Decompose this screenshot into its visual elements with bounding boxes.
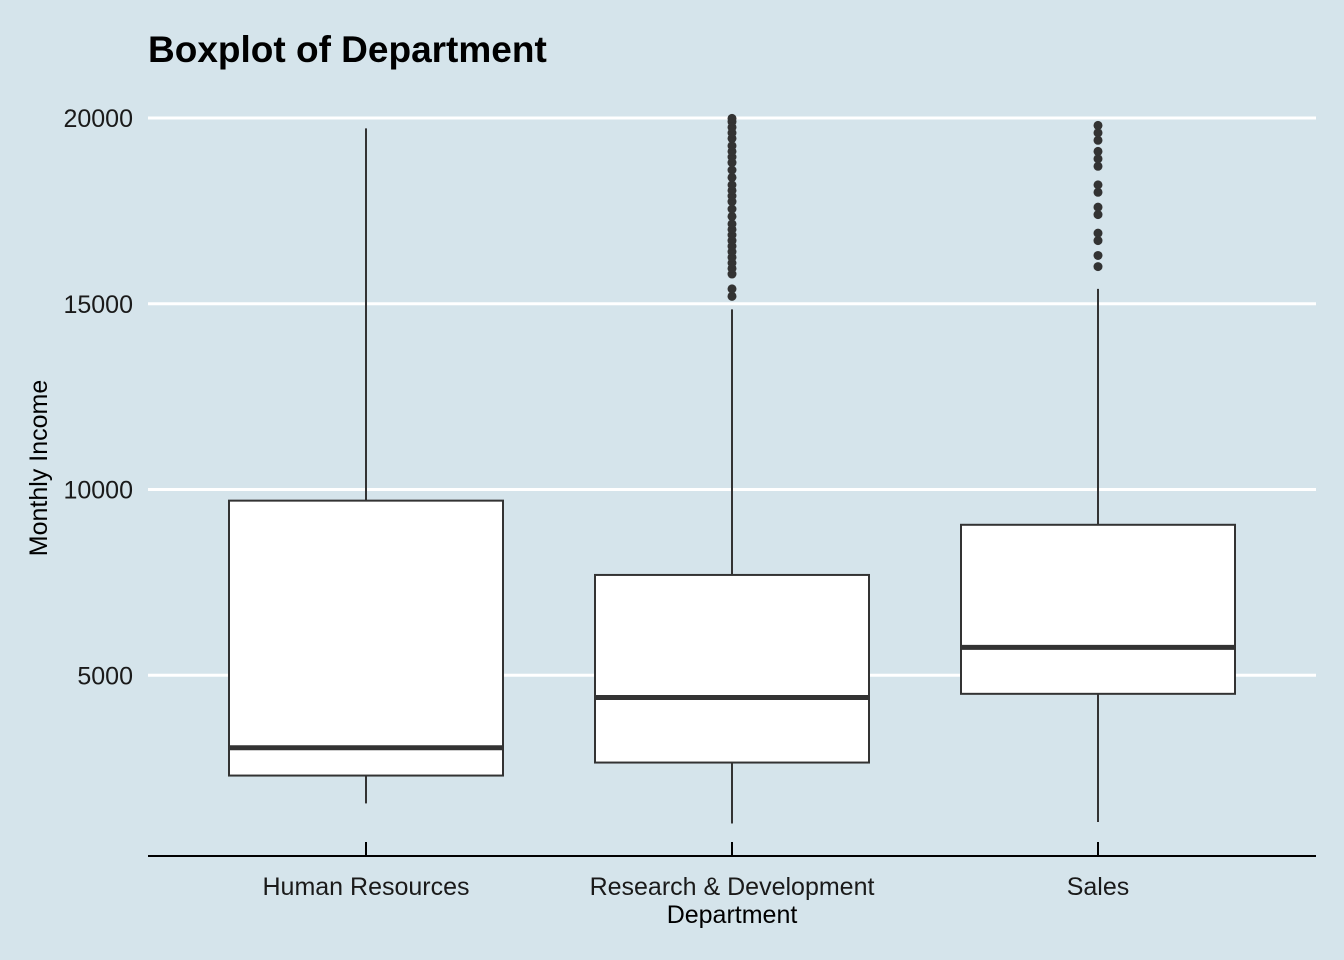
x-tick-label: Research & Development xyxy=(590,873,875,901)
outlier-point xyxy=(1093,120,1103,130)
y-tick-label: 15000 xyxy=(63,291,133,319)
outlier-point xyxy=(1093,128,1103,138)
outlier-point xyxy=(727,141,737,151)
outlier-point xyxy=(1093,161,1103,171)
chart-title: Boxplot of Department xyxy=(148,29,547,70)
y-tick-label: 5000 xyxy=(77,662,133,690)
outlier-point xyxy=(727,172,737,182)
outlier-point xyxy=(1093,250,1103,260)
x-ticks: Human Resources Research & Development Sal… xyxy=(262,842,1129,901)
outlier-point xyxy=(727,211,737,221)
outlier-point xyxy=(727,284,737,294)
outlier-point xyxy=(727,291,737,301)
outlier-point xyxy=(1093,180,1103,190)
outlier-point xyxy=(727,113,737,123)
outlier-point xyxy=(727,204,737,214)
outlier-point xyxy=(1093,187,1103,197)
outlier-point xyxy=(1093,135,1103,145)
outlier-point xyxy=(1093,154,1103,164)
box-2 xyxy=(960,120,1236,822)
y-tick-labels: 5000 10000 15000 20000 xyxy=(63,105,133,690)
outlier-point xyxy=(727,219,737,229)
box-body xyxy=(228,499,504,777)
outlier-point xyxy=(1093,202,1103,212)
boxes xyxy=(228,113,1236,824)
x-axis-title: Department xyxy=(667,901,798,929)
box-body xyxy=(594,573,870,764)
box-1 xyxy=(594,113,870,824)
y-tick-label: 10000 xyxy=(63,477,133,505)
outlier-point xyxy=(1093,236,1103,246)
box-0 xyxy=(228,128,504,804)
outlier-point xyxy=(1093,210,1103,220)
outlier-point xyxy=(727,165,737,175)
x-tick-label: Sales xyxy=(1067,873,1130,901)
box-body xyxy=(960,523,1236,695)
y-axis-title: Monthly Income xyxy=(25,380,53,556)
outlier-point xyxy=(1093,146,1103,156)
outlier-point xyxy=(1093,262,1103,272)
outlier-point xyxy=(1093,228,1103,238)
x-tick-label: Human Resources xyxy=(262,873,469,901)
outlier-point xyxy=(727,180,737,190)
y-tick-label: 20000 xyxy=(63,105,133,133)
